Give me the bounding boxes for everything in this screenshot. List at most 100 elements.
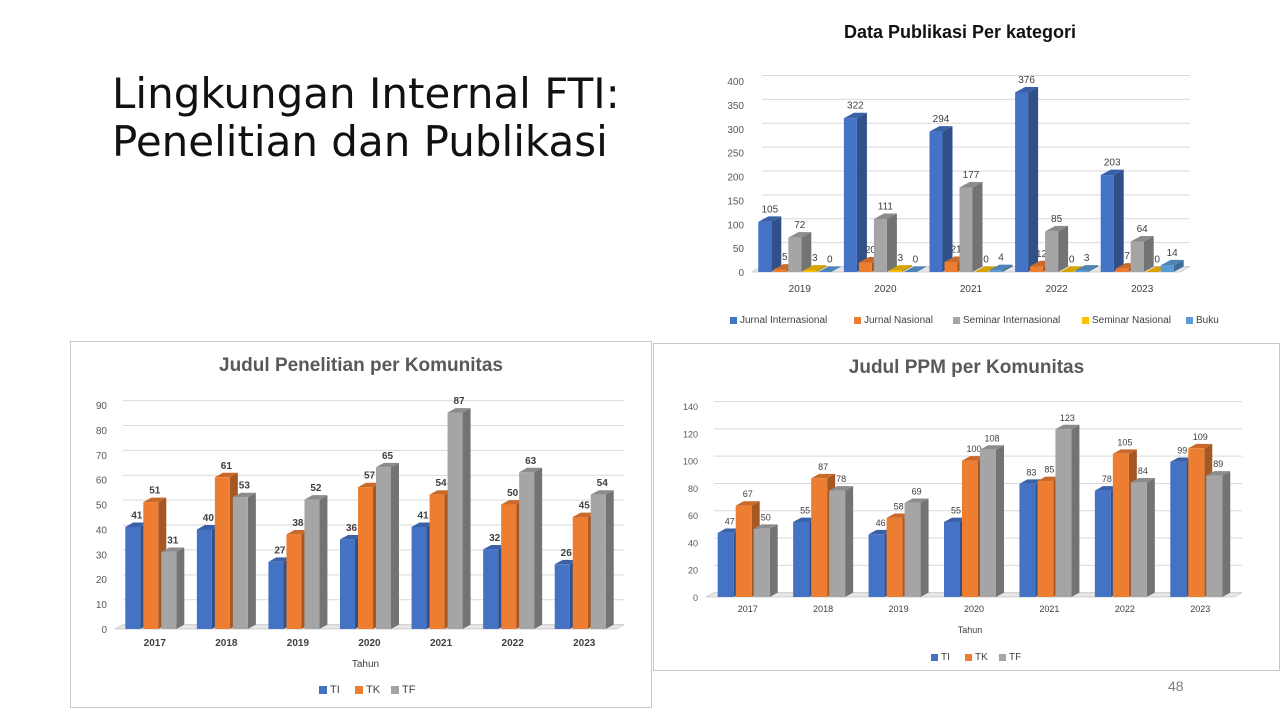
x-tick-label: 2020	[964, 604, 984, 614]
data-label: 85	[1044, 465, 1054, 475]
data-label: 61	[221, 461, 233, 472]
legend-label: TK	[366, 684, 381, 696]
bar-top	[411, 522, 435, 527]
bar-front	[962, 460, 978, 597]
bar-front	[143, 502, 159, 629]
bar	[974, 266, 998, 272]
bar-top	[125, 522, 149, 527]
y-tick-label: 100	[727, 220, 744, 231]
bar-side	[534, 467, 543, 629]
bar-top	[1019, 479, 1044, 484]
bar-top	[989, 264, 1013, 271]
bar-front	[989, 270, 1003, 272]
bar-side	[901, 265, 912, 272]
bar-front	[886, 517, 903, 597]
bar	[1055, 424, 1080, 597]
x-tick-label: 2023	[1131, 284, 1154, 295]
bar	[788, 232, 812, 272]
bar-front	[1030, 266, 1044, 272]
bar-top	[1075, 265, 1099, 271]
y-tick-label: 250	[727, 149, 744, 160]
data-label: 26	[561, 548, 573, 559]
bar	[161, 547, 185, 629]
bar-front	[232, 497, 248, 629]
slide-title-line-2: Penelitian dan Publikasi	[112, 117, 608, 166]
data-label: 0	[827, 255, 833, 266]
bar	[376, 462, 399, 629]
bar-top	[803, 265, 827, 271]
bar-top	[980, 445, 1004, 450]
data-label: 78	[836, 474, 846, 484]
legend-label: TI	[941, 652, 950, 663]
bar-side	[462, 408, 471, 629]
bar-front	[572, 517, 588, 629]
bar-top	[1100, 169, 1124, 176]
bar-top	[873, 213, 897, 219]
data-label: 50	[761, 512, 771, 522]
bar-top	[554, 559, 578, 565]
bar-top	[1170, 457, 1195, 462]
data-label: 52	[310, 483, 322, 494]
bar-front	[843, 118, 857, 273]
data-label: 99	[1177, 446, 1187, 456]
y-tick-label: 60	[688, 511, 698, 521]
bar-front	[1100, 175, 1114, 272]
data-label: 32	[489, 533, 501, 544]
x-tick-label: 2019	[789, 284, 812, 295]
legend-label: Jurnal Nasional	[864, 315, 933, 326]
data-label: 3	[898, 253, 904, 264]
bar-front	[717, 532, 734, 597]
bar	[829, 486, 854, 597]
x-tick-label: 2023	[573, 638, 596, 649]
bar-front	[125, 526, 141, 629]
y-tick-label: 20	[688, 566, 698, 576]
bar-top	[811, 473, 836, 479]
slide-title: Lingkungan Internal FTI: Penelitian dan …	[112, 70, 620, 166]
data-label: 109	[1193, 432, 1208, 442]
bar-front	[1188, 448, 1205, 597]
data-label: 376	[1018, 75, 1035, 86]
bar-front	[773, 269, 787, 272]
bar-front	[1075, 270, 1089, 272]
bar-front	[788, 237, 802, 272]
bar	[959, 181, 983, 272]
bar-side	[1071, 424, 1080, 597]
bar-front	[411, 526, 427, 629]
bar-top	[788, 232, 812, 238]
bar-front	[590, 494, 606, 629]
bar-front	[447, 412, 463, 629]
bar-front	[758, 221, 772, 272]
bar-front	[803, 270, 817, 272]
bar	[1045, 225, 1069, 272]
bar-front	[214, 477, 230, 629]
bar-side	[1113, 169, 1124, 272]
bar-top	[904, 498, 929, 503]
bar-front	[519, 472, 535, 629]
chart-title: Data Publikasi Per kategori	[843, 22, 1077, 42]
data-label: 55	[951, 506, 961, 516]
bar-top	[590, 490, 614, 495]
data-label: 12	[1036, 249, 1048, 260]
bar-top	[829, 486, 854, 491]
bar-side	[856, 112, 867, 273]
data-label: 64	[1137, 224, 1149, 235]
y-tick-label: 40	[96, 525, 108, 536]
bar-front	[1015, 92, 1029, 273]
bar-front	[1094, 490, 1111, 597]
bar-top	[572, 512, 596, 517]
legend-swatch	[965, 654, 972, 661]
bar-front	[944, 261, 958, 272]
legend-swatch	[999, 654, 1006, 661]
bar-front	[868, 534, 885, 597]
bar	[903, 266, 927, 272]
bar-side	[1173, 259, 1184, 272]
data-label: 203	[1104, 158, 1121, 169]
bar-side	[605, 490, 614, 629]
bar-side	[972, 181, 983, 272]
legend-swatch	[319, 686, 327, 694]
data-label: 0	[1154, 255, 1160, 266]
x-tick-label: 2022	[1045, 284, 1068, 295]
bar-top	[358, 482, 381, 488]
data-label: 45	[579, 501, 591, 512]
data-label: 21	[950, 244, 962, 255]
